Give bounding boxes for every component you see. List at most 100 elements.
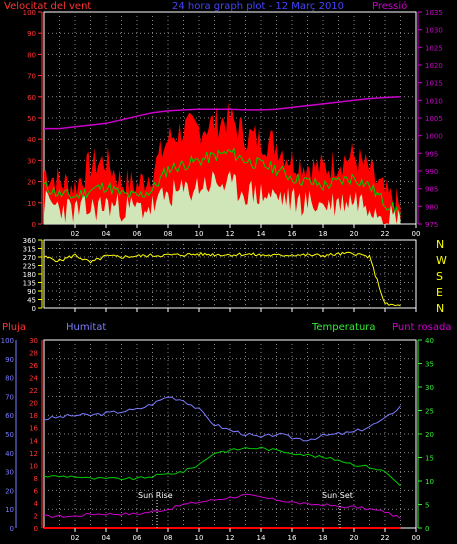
x-tick-label: 22 [381,230,390,238]
panel-wind-left-axis: 0 10 20 30 40 50 60 70 80 90 100 [23,9,43,229]
y-tick-label: 1015 [425,80,443,88]
y-tick-label: 180 [23,271,36,279]
x-tick-label: 14 [257,534,266,542]
y-tick-label: 980 [425,203,438,211]
sunset-label: Sun Set [322,491,353,500]
x-tick-label: 00 [412,534,421,542]
humidity-tick-label: 10 [5,506,14,514]
sunrise-label: Sun Rise [138,491,173,500]
wind-speed-label: Velocitat del vent [4,1,91,12]
graph-title: 24 hora graph plot - 12 Març 2010 [172,1,344,12]
y-tick-label: 40 [27,136,36,144]
rain-tick-label: 14 [29,437,38,445]
x-tick-label: 04 [102,534,111,542]
y-tick-label: 315 [23,246,36,254]
rain-tick-label: 26 [29,362,38,370]
x-tick-label: 10 [195,534,204,542]
compass-letter: N [436,238,444,251]
y-tick-label: 1025 [425,44,443,52]
y-tick-label: 100 [23,9,36,17]
y-tick-label: 225 [23,263,36,271]
y-tick-label: 995 [425,150,438,158]
series-wind-avg [43,147,401,219]
humidity-tick-label: 20 [5,487,14,495]
y-tick-label: 1035 [425,9,443,17]
temperature-tick-label: 15 [425,455,434,463]
humidity-tick-label: 70 [5,393,14,401]
compass-letter: W [436,254,447,267]
rain-tick-label: 16 [29,425,38,433]
panel-wind-series [43,96,401,224]
x-tick-label: 18 [319,230,328,238]
y-tick-label: 975 [425,221,438,229]
rain-tick-label: 12 [29,450,38,458]
compass-letter: N [436,302,444,315]
y-tick-label: 1010 [425,97,443,105]
panel-climate-series [43,396,401,529]
x-tick-label: 08 [164,230,173,238]
rain-tick-label: 0 [34,525,38,533]
y-tick-label: 1030 [425,27,443,35]
compass-letter: E [436,286,443,299]
y-tick-label: 90 [27,30,36,38]
y-tick-label: 60 [27,94,36,102]
rain-label: Pluja [2,322,26,333]
temperature-tick-label: 20 [425,431,434,439]
dew-point-label: Punt rosada [392,322,451,333]
x-tick-label: 06 [133,230,142,238]
humidity-tick-label: 100 [1,337,14,345]
y-tick-label: 80 [27,51,36,59]
x-tick-label: 10 [195,230,204,238]
series-pressure [44,96,401,130]
humidity-tick-label: 60 [5,412,14,420]
temperature-tick-label: 5 [425,502,429,510]
temperature-label: Temperatura [311,322,376,333]
x-tick-label: 08 [164,534,173,542]
panel-climate-axes: 0102030405060708090100024681012141618202… [1,337,434,533]
temperature-tick-label: 25 [425,408,434,416]
y-tick-label: 270 [23,254,36,262]
series-dew-point [43,493,401,519]
y-tick-label: 1000 [425,133,443,141]
y-tick-label: 990 [425,168,438,176]
rain-tick-label: 8 [34,475,38,483]
humidity-tick-label: 0 [10,525,14,533]
rain-tick-label: 6 [34,487,39,495]
x-tick-label: 16 [288,534,297,542]
panel-climate-grid [44,340,416,528]
x-tick-label: 00 [412,230,421,238]
temperature-tick-label: 35 [425,361,434,369]
x-tick-label: 20 [350,534,359,542]
series-direction [43,251,401,307]
x-tick-label: 12 [226,534,235,542]
series-temperature [43,446,401,487]
y-tick-label: 985 [425,186,438,194]
x-tick-label: 22 [381,534,390,542]
y-tick-label: 1020 [425,62,443,70]
pressure-label: Pressió [372,0,407,12]
humidity-tick-label: 80 [5,375,14,383]
x-tick-label: 04 [102,230,111,238]
y-tick-label: 10 [27,200,36,208]
compass-letter: S [436,270,443,283]
y-tick-label: 0 [32,305,36,313]
temperature-tick-label: 10 [425,478,434,486]
x-tick-label: 02 [71,230,80,238]
y-tick-label: 70 [27,73,36,81]
humidity-tick-label: 90 [5,356,14,364]
rain-tick-label: 18 [29,412,38,420]
series-wind-max [44,101,401,224]
series-humidity [44,396,401,442]
x-axis-ticks: 02 02 04 04 06 06 08 08 10 10 12 12 14 14 16 16 18 18 20 20… [71,224,421,542]
y-tick-label: 135 [23,280,36,288]
rain-tick-label: 28 [29,350,38,358]
rain-tick-label: 4 [34,500,39,508]
rain-tick-label: 30 [29,337,38,345]
rain-tick-label: 2 [34,512,38,520]
y-tick-label: 30 [27,157,36,165]
temperature-tick-label: 0 [425,525,429,533]
temperature-tick-label: 30 [425,384,434,392]
y-tick-label: 0 [32,221,36,229]
